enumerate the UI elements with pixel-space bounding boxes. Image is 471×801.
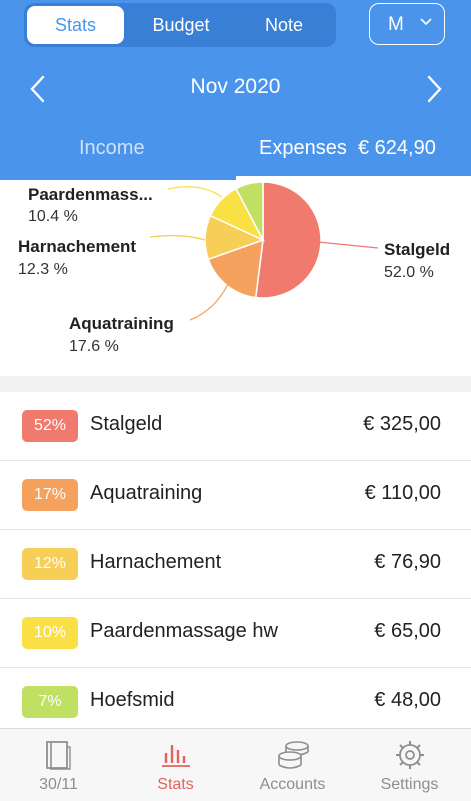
pie-label-name: Stalgeld bbox=[384, 240, 451, 259]
gear-icon bbox=[396, 741, 424, 769]
segment-budget[interactable]: Budget bbox=[152, 15, 210, 35]
category-name: Hoefsmid bbox=[90, 689, 175, 711]
list-item[interactable]: 12% Harnachement € 76,90 bbox=[0, 530, 471, 599]
category-amount: € 48,00 bbox=[374, 689, 441, 711]
category-amount: € 76,90 bbox=[374, 551, 441, 573]
pie-label-pct: 17.6 % bbox=[69, 338, 119, 355]
percent-badge: 7% bbox=[22, 686, 78, 718]
category-name: Harnachement bbox=[90, 551, 222, 573]
percent-badge: 10% bbox=[22, 617, 78, 649]
pie-chart-graphic bbox=[149, 181, 379, 321]
pie-label-pct: 10.4 % bbox=[28, 208, 78, 225]
bottom-tab-bar: 30/11 Stats Accounts Settings bbox=[0, 728, 471, 801]
tab-label: Settings bbox=[380, 776, 439, 793]
tab-label: Accounts bbox=[259, 776, 326, 793]
pie-chart: Stalgeld 52.0 % Aquatraining 17.6 % Harn… bbox=[0, 180, 471, 376]
category-name: Paardenmassage hw bbox=[90, 620, 278, 642]
list-item[interactable]: 7% Hoefsmid € 48,00 bbox=[0, 668, 471, 737]
tab-label: Stats bbox=[157, 776, 194, 793]
category-amount: € 65,00 bbox=[374, 620, 441, 642]
expenses-total: € 624,90 bbox=[358, 137, 436, 159]
category-name: Aquatraining bbox=[90, 482, 203, 504]
chevron-right-icon[interactable] bbox=[421, 74, 447, 104]
tab-accounts[interactable]: Accounts bbox=[234, 729, 351, 801]
tab-expenses[interactable]: Expenses bbox=[259, 137, 347, 159]
segment-note[interactable]: Note bbox=[264, 15, 304, 35]
list-item[interactable]: 10% Paardenmassage hw € 65,00 bbox=[0, 599, 471, 668]
list-item[interactable]: 52% Stalgeld € 325,00 bbox=[0, 392, 471, 461]
header: Stats Budget Note M Nov 2020 Income Expe… bbox=[0, 0, 471, 180]
pie-label-pct: 52.0 % bbox=[384, 264, 434, 281]
active-tab-underline bbox=[236, 176, 471, 180]
category-amount: € 110,00 bbox=[364, 482, 441, 504]
pie-label-name: Harnachement bbox=[18, 237, 137, 256]
pie-label-name: Paardenmass... bbox=[28, 185, 153, 204]
percent-badge: 17% bbox=[22, 479, 78, 511]
period-mode-dropdown[interactable]: M bbox=[369, 3, 445, 45]
tab-settings[interactable]: Settings bbox=[351, 729, 468, 801]
leader-line-stalgeld bbox=[317, 241, 379, 249]
chevron-down-icon bbox=[420, 18, 432, 26]
coins-icon bbox=[278, 741, 309, 769]
period-mode-label: M bbox=[388, 14, 404, 35]
segment-stats[interactable]: Stats bbox=[27, 6, 124, 44]
view-segmented-control: Stats Budget Note bbox=[24, 3, 336, 47]
bar-chart-icon bbox=[162, 745, 190, 767]
book-icon bbox=[46, 741, 71, 770]
list-item[interactable]: 17% Aquatraining € 110,00 bbox=[0, 461, 471, 530]
tab-income[interactable]: Income bbox=[79, 137, 145, 159]
percent-badge: 12% bbox=[22, 548, 78, 580]
leader-line-aquatraining bbox=[189, 283, 229, 321]
leader-line-paardenmassage bbox=[167, 186, 223, 198]
tab-label: 30/11 bbox=[39, 776, 78, 793]
pie-label-name: Aquatraining bbox=[69, 314, 174, 333]
percent-badge: 52% bbox=[22, 410, 78, 442]
category-amount: € 325,00 bbox=[363, 413, 441, 435]
chevron-left-icon[interactable] bbox=[26, 74, 52, 104]
pie-slice-stalgeld[interactable] bbox=[254, 181, 322, 299]
category-name: Stalgeld bbox=[90, 413, 163, 435]
pie-label-pct: 12.3 % bbox=[18, 261, 68, 278]
tab-stats[interactable]: Stats bbox=[117, 729, 234, 801]
pie-slice-hoefsmid[interactable] bbox=[235, 181, 264, 241]
tab-daily[interactable]: 30/11 bbox=[0, 729, 117, 801]
category-list: 52% Stalgeld € 325,00 17% Aquatraining €… bbox=[0, 392, 471, 737]
month-title: Nov 2020 bbox=[190, 75, 281, 98]
pie-slice-aquatraining[interactable] bbox=[207, 238, 264, 299]
leader-line-harnachement bbox=[149, 234, 206, 241]
